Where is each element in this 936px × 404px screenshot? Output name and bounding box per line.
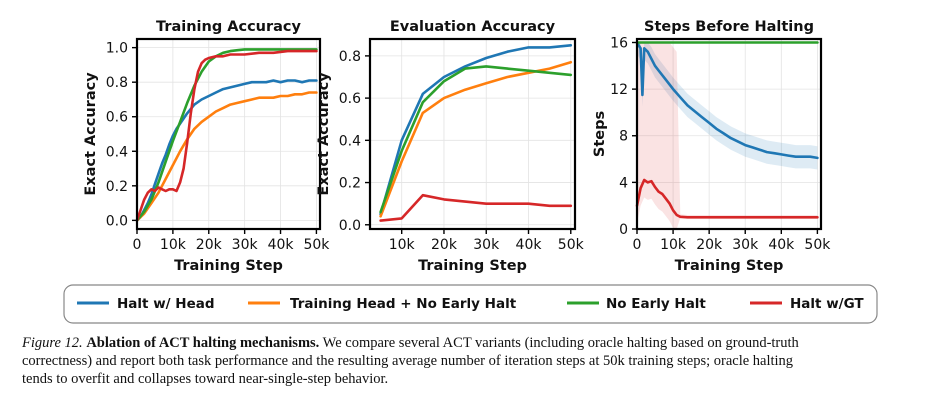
- evaluation-accuracy-ytick-label-4: 0.8: [339, 49, 361, 65]
- training-accuracy-xtick-label-2: 20k: [196, 237, 223, 253]
- evaluation-accuracy-xtick-label-1: 20k: [431, 237, 458, 253]
- steps-before-halting-xtick-label-2: 20k: [696, 237, 723, 253]
- steps-before-halting-ytick-label-1: 4: [619, 175, 628, 191]
- evaluation-accuracy-line-no-early-halt: [379, 65, 573, 214]
- legend-label-halt-w-gt: Halt w/GT: [790, 296, 864, 312]
- evaluation-accuracy-xtick-label-0: 10k: [389, 237, 416, 253]
- steps-before-halting-ytick-label-4: 16: [610, 35, 628, 51]
- training-accuracy-ytick-label-2: 0.4: [106, 144, 128, 160]
- evaluation-accuracy-ytick-label-2: 0.4: [339, 133, 361, 149]
- training-accuracy-axes-frame: [135, 37, 322, 231]
- training-accuracy-ytick-label-0: 0.0: [106, 213, 128, 229]
- evaluation-accuracy-xlabel: Training Step: [418, 258, 527, 274]
- evaluation-accuracy-line-training-head-no-early-halt: [379, 60, 573, 218]
- chart-evaluation-accuracy: 10k 20k 30k 40k 50k 0.0 0.2 0.4 0.6 0.8 Evaluation…: [316, 19, 585, 274]
- evaluation-accuracy-line-halt-w-gt: [379, 193, 573, 222]
- training-accuracy-xtick-label-1: 10k: [160, 237, 187, 253]
- steps-before-halting-ytick-label-3: 12: [610, 82, 628, 98]
- caption-label: Figure 12.: [22, 335, 83, 351]
- training-accuracy-line-halt-w-gt: [135, 49, 318, 222]
- evaluation-accuracy-ylabel: Exact Accuracy: [316, 72, 332, 196]
- training-accuracy-xtick-label-4: 40k: [268, 237, 295, 253]
- steps-before-halting-xtick-label-0: 0: [633, 237, 642, 253]
- steps-before-halting-xtick-label-1: 10k: [660, 237, 687, 253]
- legend-label-no-early-halt: No Early Halt: [606, 296, 706, 312]
- steps-before-halting-xtick-label-3: 30k: [732, 237, 759, 253]
- training-accuracy-xtick-label-3: 30k: [232, 237, 259, 253]
- training-accuracy-xtick-label-5: 50k: [303, 237, 330, 253]
- training-accuracy-ytick-label-5: 1.0: [106, 41, 128, 57]
- training-accuracy-line-no-early-halt: [135, 48, 318, 222]
- evaluation-accuracy-ytick-label-0: 0.0: [339, 218, 361, 234]
- training-accuracy-ytick-label-1: 0.2: [106, 179, 128, 195]
- evaluation-accuracy-xtick-label-2: 30k: [473, 237, 500, 253]
- training-accuracy-xtick-label-0: 0: [133, 237, 142, 253]
- steps-before-halting-ylabel: Steps: [592, 111, 608, 157]
- legend: Halt w/ Head Training Head + No Early Ha…: [63, 284, 878, 324]
- caption-text-line3: tends to overfit and collapses toward ne…: [22, 371, 389, 387]
- steps-before-halting-title: Steps Before Halting: [644, 19, 814, 35]
- steps-before-halting-ytick-label-2: 8: [619, 129, 628, 145]
- caption-text-line2: correctness) and report both task perfor…: [22, 353, 794, 369]
- legend-label-halt-w-head: Halt w/ Head: [117, 296, 215, 312]
- training-accuracy-title: Training Accuracy: [156, 19, 302, 35]
- evaluation-accuracy-xtick-label-3: 40k: [516, 237, 543, 253]
- training-accuracy-ylabel: Exact Accuracy: [83, 72, 99, 196]
- chart-steps-before-halting: 0 10k 20k 30k 40k 50k 0 4 8 12 16 Steps Before Halt…: [592, 19, 831, 274]
- steps-before-halting-xlabel: Training Step: [675, 258, 784, 274]
- legend-label-training-head: Training Head + No Early Halt: [290, 296, 517, 312]
- evaluation-accuracy-title: Evaluation Accuracy: [390, 19, 556, 35]
- steps-band-halt-w-gt: [637, 42, 818, 229]
- evaluation-accuracy-xtick-label-4: 50k: [558, 237, 585, 253]
- steps-before-halting-line-halt-w-gt: [635, 178, 819, 219]
- evaluation-accuracy-axes-frame: [368, 37, 577, 231]
- caption-title: Ablation of ACT halting mechanisms.: [86, 335, 320, 351]
- training-accuracy-line-halt-w-head: [135, 79, 318, 222]
- steps-before-halting-line-halt-w-head: [635, 41, 819, 160]
- training-accuracy-ytick-label-4: 0.8: [106, 75, 128, 91]
- training-accuracy-ytick-label-3: 0.6: [106, 110, 128, 126]
- steps-before-halting-axes-frame: [635, 37, 823, 231]
- steps-before-halting-ytick-label-0: 0: [619, 222, 628, 238]
- evaluation-accuracy-ytick-label-3: 0.6: [339, 91, 361, 107]
- evaluation-accuracy-line-halt-w-head: [379, 43, 573, 216]
- legend-frame: [63, 284, 878, 324]
- figure-caption: Figure 12. Ablation of ACT halting mecha…: [22, 334, 922, 388]
- training-accuracy-line-training-head-no-early-halt: [135, 91, 318, 222]
- chart-training-accuracy: 0 10k 20k 30k 40k 50k 0.0 0.2 0.4 0.6 0.8 1.0 Traini…: [83, 19, 330, 274]
- steps-before-halting-xtick-label-5: 50k: [804, 237, 831, 253]
- caption-text-line1: We compare several ACT variants (includi…: [322, 335, 799, 351]
- steps-before-halting-xtick-label-4: 40k: [768, 237, 795, 253]
- training-accuracy-xlabel: Training Step: [174, 258, 283, 274]
- evaluation-accuracy-ytick-label-1: 0.2: [339, 176, 361, 192]
- figure-canvas: 0 10k 20k 30k 40k 50k 0.0 0.2 0.4 0.6 0.8 1.0 Traini…: [63, 19, 878, 324]
